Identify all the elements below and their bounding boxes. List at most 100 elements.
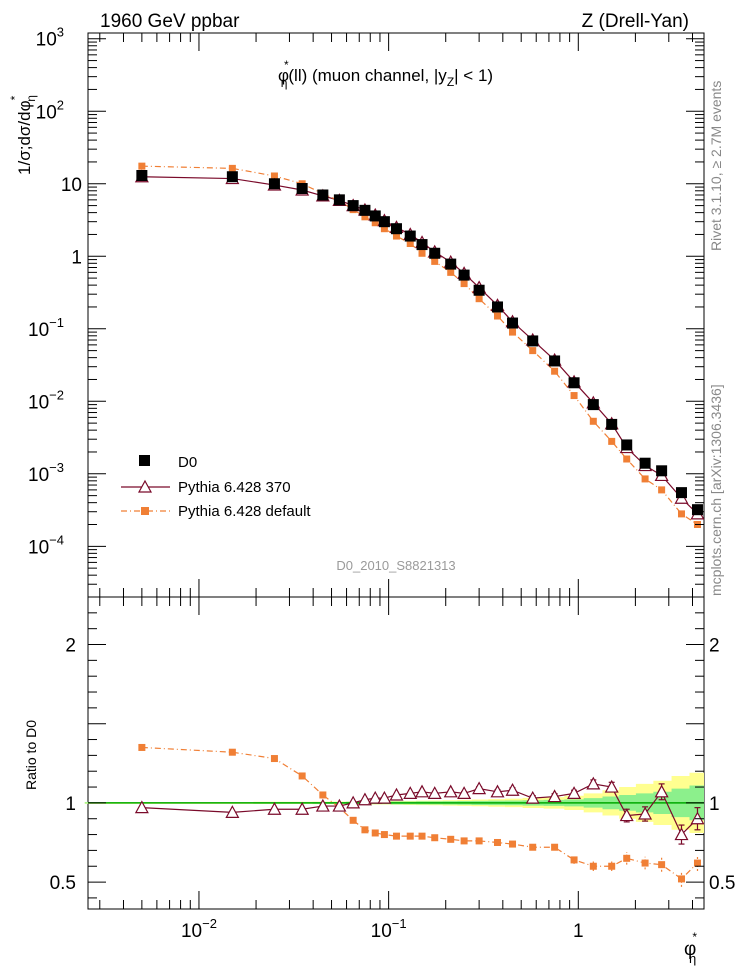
- ratio-point-pythia-370: [377, 790, 392, 804]
- x-tick-label: 10−1: [371, 916, 407, 942]
- point-pythia-default: [641, 475, 649, 483]
- point-d0: [296, 183, 308, 195]
- ratio-point-pythia-default: [529, 843, 537, 851]
- point-d0: [268, 178, 280, 190]
- point-d0: [416, 239, 428, 251]
- y-tick-label: 10−3: [28, 460, 64, 486]
- y-tick-label: 103: [36, 25, 64, 51]
- line-pythia-370-top: [141, 176, 698, 515]
- point-pythia-default: [361, 213, 369, 221]
- point-d0: [458, 269, 470, 281]
- point-d0: [639, 457, 651, 469]
- ratio-point-pythia-370: [457, 786, 472, 799]
- series-lines: [141, 165, 698, 880]
- tick-labels: 10−2 10−1 1 10−4 10−3 10−2 10−1 1 10 102 103 0.5 0.5…: [28, 25, 735, 942]
- point-pythia-default: [529, 347, 537, 355]
- point-pythia-default: [447, 268, 455, 276]
- ratio-point-pythia-default: [608, 862, 616, 870]
- point-pythia-default: [494, 312, 502, 320]
- point-pythia-default: [658, 486, 666, 494]
- point-pythia-default: [371, 219, 379, 227]
- ratio-point-pythia-default: [677, 875, 685, 883]
- ratio-point-pythia-370: [403, 786, 418, 799]
- ratio-point-pythia-default: [494, 838, 502, 846]
- point-pythia-default: [623, 455, 631, 463]
- point-pythia-default: [380, 225, 388, 233]
- ratio-point-pythia-370: [427, 786, 442, 799]
- point-d0: [404, 230, 416, 242]
- y-axis-label-ratio: Ratio to D0: [23, 720, 39, 790]
- ratio-point-pythia-370: [295, 801, 310, 815]
- point-d0: [359, 204, 371, 216]
- ratio-point-pythia-370: [525, 790, 540, 804]
- ratio-point-pythia-370: [315, 798, 330, 812]
- ratio-point-pythia-default: [431, 834, 439, 842]
- x-tick-label: 1: [573, 921, 584, 942]
- ratio-point-pythia-370: [654, 784, 669, 798]
- ratio-point-pythia-370: [472, 781, 487, 795]
- ratio-point-pythia-370: [332, 798, 347, 812]
- line-pythia-default-ratio: [141, 746, 698, 880]
- y-tick-label: 1: [71, 247, 82, 268]
- ratio-point-pythia-default: [270, 755, 278, 763]
- ratio-point-pythia-370: [134, 800, 149, 814]
- ratio-point-pythia-default: [641, 859, 649, 867]
- ylabel-star: *: [8, 95, 22, 100]
- point-d0: [587, 399, 599, 411]
- x-axis-label: φ* η: [684, 930, 697, 966]
- xlabel-phi: φ: [684, 939, 696, 960]
- ratio-y-tick-label-right: 1: [709, 794, 720, 815]
- ratio-point-pythia-default: [658, 861, 666, 869]
- ratio-point-pythia-default: [392, 832, 400, 840]
- ratio-point-pythia-370: [267, 801, 282, 815]
- ratio-point-pythia-default: [475, 837, 483, 845]
- point-d0: [429, 247, 441, 259]
- point-d0: [691, 504, 703, 516]
- point-pythia-default: [418, 249, 426, 257]
- xlabel-star: *: [692, 930, 697, 944]
- point-pythia-default: [392, 232, 400, 240]
- ratio-point-pythia-370: [490, 784, 505, 798]
- ratio-panel-frame: [87, 596, 705, 910]
- ylabel-eta: η: [24, 95, 38, 102]
- watermark: D0_2010_S8821313: [336, 558, 455, 573]
- ratio-point-pythia-370: [586, 776, 601, 790]
- point-pythia-default: [138, 162, 146, 170]
- ratio-y-tick-label-right: 0.5: [709, 873, 735, 894]
- ratio-point-pythia-370: [567, 786, 582, 799]
- header-right: Z (Drell-Yan): [582, 11, 689, 32]
- ratio-point-pythia-default: [228, 748, 236, 756]
- point-d0: [317, 189, 329, 201]
- point-pythia-default: [589, 417, 597, 425]
- ratio-point-pythia-370: [415, 784, 430, 798]
- ratio-point-pythia-370: [346, 795, 361, 809]
- ratio-point-pythia-370: [638, 806, 653, 820]
- legend-label-d0: D0: [178, 454, 197, 471]
- point-d0: [492, 301, 504, 313]
- point-pythia-default: [509, 328, 517, 336]
- ratio-point-pythia-370: [225, 805, 240, 818]
- ratio-y-tick-label-left: 1: [65, 794, 76, 815]
- ratio-point-pythia-370: [619, 808, 634, 822]
- point-pythia-default: [270, 172, 278, 180]
- point-d0: [606, 418, 618, 430]
- axis-ticks: [88, 33, 704, 909]
- ratio-point-pythia-default: [460, 837, 468, 845]
- ylabel-main: 1/σ;dσ/dφ: [15, 100, 34, 175]
- ratio-point-pythia-default: [693, 859, 701, 867]
- point-d0: [333, 194, 345, 206]
- side-label-top: Rivet 3.1.10, ≥ 2.7M events: [708, 81, 724, 251]
- legend-marker-d0: [139, 455, 150, 466]
- point-d0: [347, 200, 359, 212]
- ratio-point-pythia-default: [589, 862, 597, 870]
- ratio-point-pythia-default: [406, 832, 414, 840]
- ratio-point-pythia-370: [505, 782, 520, 796]
- plot-title: φ* η(ll) (muon channel, |yZ| < 1): [278, 58, 493, 90]
- ratio-y-tick-label-left: 0.5: [50, 873, 76, 894]
- point-d0: [507, 317, 519, 329]
- ratio-point-pythia-default: [551, 843, 559, 851]
- title-z: Z: [447, 75, 454, 89]
- point-pythia-default: [431, 257, 439, 265]
- ratio-point-pythia-370: [604, 779, 619, 793]
- point-d0: [378, 216, 390, 228]
